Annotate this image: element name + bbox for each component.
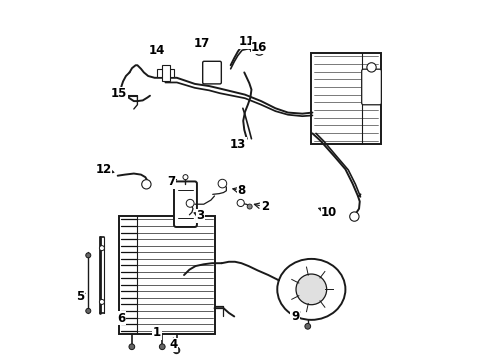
Ellipse shape xyxy=(277,259,345,320)
Text: 4: 4 xyxy=(169,338,177,351)
Text: 12: 12 xyxy=(95,163,111,176)
Bar xyxy=(157,69,174,77)
Circle shape xyxy=(254,45,265,55)
Text: 14: 14 xyxy=(149,44,165,57)
Circle shape xyxy=(159,344,165,350)
Text: 2: 2 xyxy=(261,201,269,213)
Text: 11: 11 xyxy=(239,35,255,49)
FancyBboxPatch shape xyxy=(203,61,221,84)
Text: 16: 16 xyxy=(251,41,268,54)
Text: 6: 6 xyxy=(117,311,125,325)
Text: 15: 15 xyxy=(111,87,127,100)
Text: 9: 9 xyxy=(291,310,299,324)
Text: 17: 17 xyxy=(194,37,210,50)
Circle shape xyxy=(99,300,104,305)
Circle shape xyxy=(173,347,180,354)
Circle shape xyxy=(86,309,91,314)
Circle shape xyxy=(237,199,245,207)
Text: 13: 13 xyxy=(230,138,246,150)
Bar xyxy=(162,64,170,81)
Circle shape xyxy=(99,246,104,251)
Circle shape xyxy=(367,63,376,72)
Text: 7: 7 xyxy=(168,175,175,188)
Text: 8: 8 xyxy=(237,184,245,197)
Circle shape xyxy=(186,199,194,207)
Circle shape xyxy=(296,274,327,305)
Text: 5: 5 xyxy=(76,290,84,303)
FancyBboxPatch shape xyxy=(362,69,381,105)
FancyBboxPatch shape xyxy=(174,181,197,227)
Circle shape xyxy=(350,212,359,221)
Text: 1: 1 xyxy=(153,326,161,339)
Text: 3: 3 xyxy=(196,210,204,222)
Circle shape xyxy=(183,175,188,180)
Bar xyxy=(120,216,215,334)
Circle shape xyxy=(305,323,311,329)
Circle shape xyxy=(86,253,91,258)
Circle shape xyxy=(247,204,252,209)
Circle shape xyxy=(142,180,151,189)
Text: 10: 10 xyxy=(321,206,338,219)
Circle shape xyxy=(218,179,227,188)
Bar xyxy=(311,53,381,144)
Circle shape xyxy=(129,344,135,350)
